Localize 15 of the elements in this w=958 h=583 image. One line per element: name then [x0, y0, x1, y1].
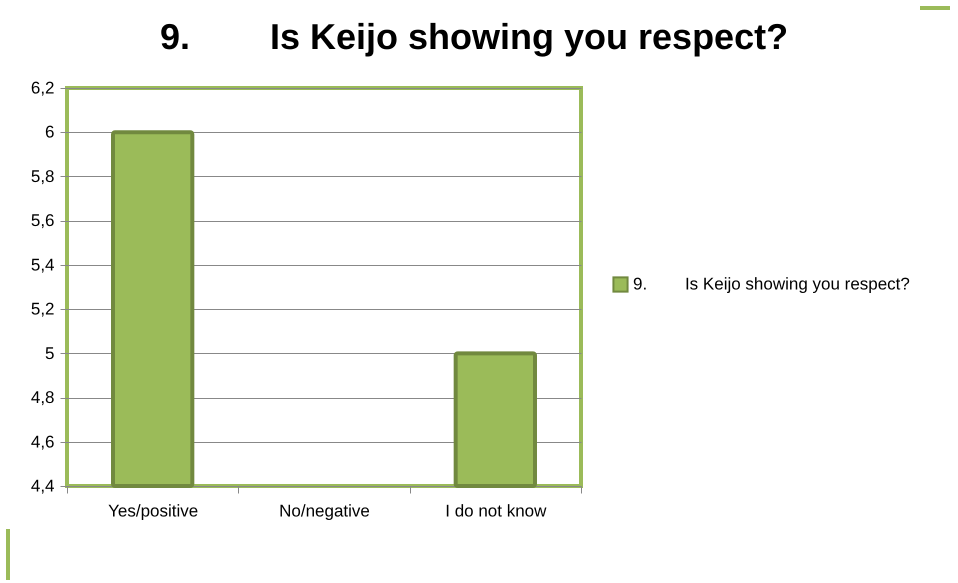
x-tick-label: No/negative	[279, 502, 370, 520]
y-tick-label: 6	[45, 122, 54, 142]
y-tick-label: 4,8	[30, 388, 54, 408]
y-tick-label: 5	[45, 344, 54, 363]
y-tick-label: 5,4	[30, 255, 54, 274]
legend-label: 9. Is Keijo showing you respect?	[633, 274, 910, 294]
y-tick-label: 5,8	[30, 166, 54, 186]
y-tick-label: 6,2	[30, 78, 54, 98]
y-tick-label: 4,6	[30, 432, 54, 452]
y-tick-label: 5,6	[30, 211, 54, 230]
y-tick-label: 4,4	[30, 476, 54, 496]
x-tick-label: I do not know	[445, 502, 548, 520]
x-tick-label: Yes/positive	[108, 502, 198, 520]
chart-title: 9. Is Keijo showing you respect?	[160, 16, 788, 57]
y-tick-label: 5,2	[30, 300, 54, 319]
